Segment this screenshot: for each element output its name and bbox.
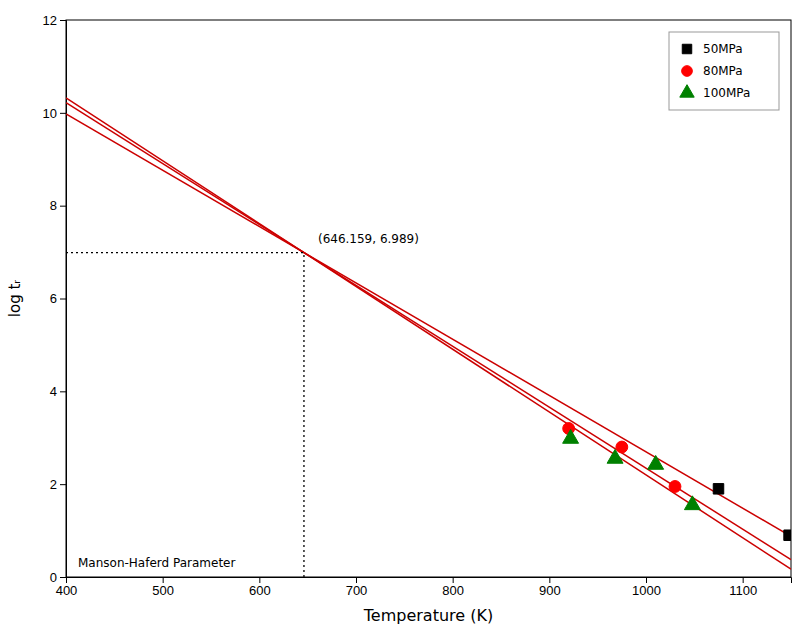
tick: 8 <box>50 198 66 213</box>
annotations: (646.159, 6.989) Manson-Haferd Parameter <box>78 232 419 570</box>
legend-box <box>669 32 779 110</box>
line <box>66 103 791 560</box>
line <box>66 114 791 536</box>
x-axis-title: Temperature (K) <box>363 606 493 625</box>
y-axis-title: log tᵣ <box>6 280 24 318</box>
tick-label: 0 <box>50 570 57 585</box>
tick-mark <box>743 577 744 583</box>
tick: 4 <box>50 384 66 399</box>
legend-label: 80MPa <box>703 64 743 78</box>
axis-line <box>67 578 792 584</box>
point <box>784 530 791 540</box>
tick-label: 2 <box>50 477 57 492</box>
tick-label: 800 <box>442 583 464 598</box>
tick-label: 1100 <box>729 583 757 598</box>
tick-label: 8 <box>50 198 57 213</box>
legend: 50MPa 80MPa 100MPa <box>669 32 779 110</box>
tick-mark <box>60 391 66 392</box>
tick-label: 700 <box>346 583 368 598</box>
tick-mark <box>60 299 66 300</box>
guide-line <box>66 252 304 253</box>
annotation: Manson-Haferd Parameter <box>78 556 235 570</box>
tick: 900 <box>539 577 561 598</box>
tick: 1100 <box>729 577 757 598</box>
legend-symbol <box>680 85 694 97</box>
tick-mark <box>259 577 260 583</box>
tick-label: 4 <box>50 384 57 399</box>
point <box>616 441 628 453</box>
point <box>684 496 700 510</box>
tick-label: 400 <box>56 583 78 598</box>
tick-mark <box>356 577 357 583</box>
tick: 12 <box>43 13 66 28</box>
tick-label: 1000 <box>632 583 661 598</box>
point <box>563 429 579 443</box>
tick: 500 <box>152 577 174 598</box>
tick-mark <box>646 577 647 583</box>
line <box>66 98 791 569</box>
chart: 400 500 600 700 800 900 1000 1100 0 2 4 6 8 10 12 (646.… <box>0 0 811 635</box>
tick: 2 <box>50 477 66 492</box>
legend-symbol <box>682 66 693 77</box>
tick-label: 6 <box>50 291 57 306</box>
tick-mark <box>60 206 66 207</box>
tick: 800 <box>442 577 464 598</box>
tick-mark <box>60 113 66 114</box>
marks <box>66 98 791 577</box>
point <box>648 455 664 469</box>
point <box>669 481 681 493</box>
tick-mark <box>60 577 66 578</box>
plot: 400 500 600 700 800 900 1000 1100 0 2 4 6 8 10 12 (646.… <box>43 13 795 599</box>
tick-label: 900 <box>539 583 561 598</box>
plot-frame <box>66 20 791 577</box>
tick: 6 <box>50 291 66 306</box>
tick: 700 <box>346 577 368 598</box>
tick: 400 <box>56 577 78 598</box>
tick-mark <box>453 577 454 583</box>
legend-label: 100MPa <box>703 86 750 100</box>
axis-line <box>60 21 67 578</box>
tick-label: 500 <box>152 583 174 598</box>
point <box>713 484 723 494</box>
guide-line <box>303 253 304 577</box>
tick-label: 12 <box>43 13 57 28</box>
tick: 0 <box>50 570 66 585</box>
tick-mark <box>60 484 66 485</box>
legend-symbol <box>682 44 691 53</box>
tick-label: 10 <box>43 105 57 120</box>
tick: 10 <box>43 105 66 120</box>
tick-mark <box>163 577 164 583</box>
point <box>607 449 623 463</box>
legend-label: 50MPa <box>703 42 743 56</box>
tick-mark <box>60 20 66 21</box>
tick: 600 <box>249 577 271 598</box>
y-axis: 0 2 4 6 8 10 12 <box>43 13 67 585</box>
tick: 1000 <box>632 577 661 598</box>
tick-label: 600 <box>249 583 271 598</box>
tick-mark <box>549 577 550 583</box>
x-axis: 400 500 600 700 800 900 1000 1100 <box>56 577 792 598</box>
annotation: (646.159, 6.989) <box>318 232 419 246</box>
